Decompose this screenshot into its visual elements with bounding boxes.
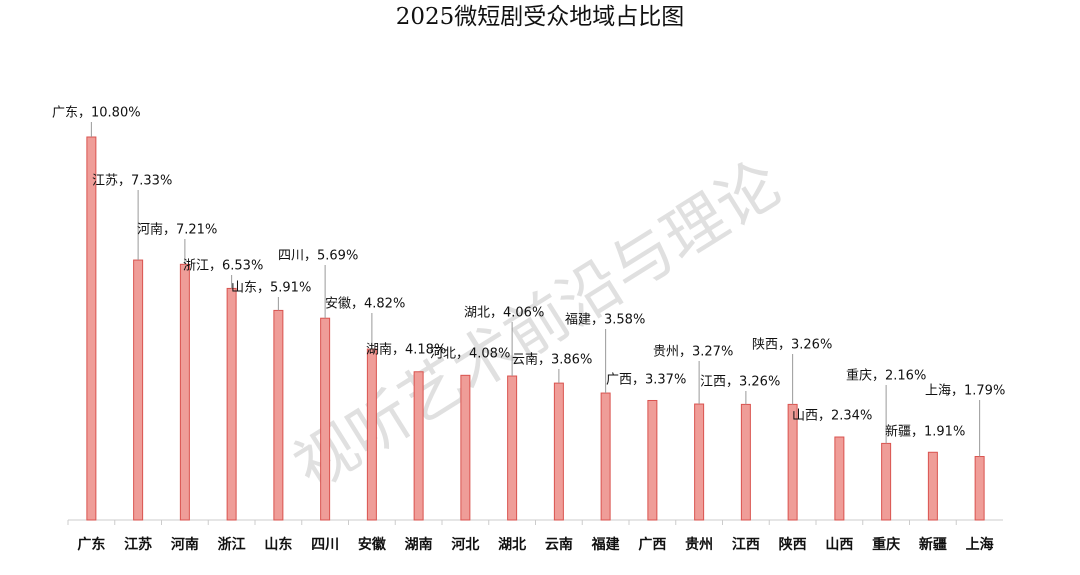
data-label: 陕西，3.26% (752, 338, 832, 353)
x-tick-label: 四川 (311, 537, 339, 553)
bar (974, 456, 985, 521)
data-label: 贵州，3.27% (653, 345, 733, 360)
x-tick-label: 江苏 (124, 536, 152, 553)
data-label: 安徽，4.82% (325, 297, 405, 312)
x-tick-label: 河北 (451, 536, 479, 553)
data-label: 云南，3.86% (512, 352, 592, 368)
x-tick-label: 上海 (966, 536, 994, 553)
x-tick-label: 湖北 (498, 537, 526, 553)
x-tick-label: 重庆 (872, 536, 900, 553)
bar (927, 451, 938, 521)
bar (366, 348, 377, 521)
data-label: 湖南，4.18% (366, 342, 446, 358)
x-tick-label: 山东 (264, 536, 292, 553)
x-tick-label: 江西 (732, 536, 760, 553)
bar (507, 375, 518, 521)
bar (413, 371, 424, 521)
data-label: 浙江，6.53% (183, 259, 263, 274)
data-label: 新疆，1.91% (885, 424, 965, 440)
bar (86, 136, 97, 521)
bar (320, 317, 331, 521)
data-label: 福建，3.58% (565, 313, 645, 328)
watermark: 视听艺术前沿与理论 (281, 147, 793, 505)
data-label: 河北，4.08% (430, 347, 510, 362)
data-label: 江西，3.26% (700, 375, 780, 390)
x-tick-label: 云南 (545, 536, 573, 553)
data-label: 江苏，7.33% (92, 173, 172, 189)
x-tick-label: 福建 (591, 536, 620, 553)
x-tick-label: 广东 (77, 536, 105, 553)
x-tick-label: 安徽 (358, 536, 387, 553)
bar (226, 287, 237, 521)
bar (179, 263, 190, 521)
bar (133, 259, 144, 521)
chart-title: 2025微短剧受众地域占比图 (396, 4, 685, 30)
bar (553, 382, 564, 521)
x-tick-label: 山西 (825, 537, 853, 553)
data-label: 山东，5.91% (231, 281, 311, 296)
x-tick-label: 河南 (171, 536, 199, 553)
data-label: 四川，5.69% (278, 249, 358, 264)
bar (881, 442, 892, 521)
x-tick-label: 浙江 (218, 536, 246, 553)
x-tick-label: 陕西 (779, 536, 807, 553)
x-tick-label: 广西 (638, 536, 666, 553)
data-label: 湖北，4.06% (464, 306, 544, 321)
data-label: 山西，2.34% (792, 409, 872, 424)
bar (460, 374, 471, 521)
bar (694, 403, 705, 521)
data-label: 上海，1.79% (925, 384, 1005, 399)
data-label: 重庆，2.16% (846, 368, 926, 384)
data-label: 河南，7.21% (137, 222, 217, 238)
x-tick-label: 新疆 (919, 536, 947, 553)
x-tick-label: 贵州 (685, 536, 713, 553)
bar (740, 403, 751, 521)
bar (647, 399, 658, 521)
data-label: 广东，10.80% (52, 106, 141, 121)
data-label: 广西，3.37% (606, 373, 686, 388)
bar (600, 392, 611, 521)
x-tick-label: 湖南 (405, 536, 433, 553)
bar (273, 309, 284, 521)
bar (834, 436, 845, 521)
